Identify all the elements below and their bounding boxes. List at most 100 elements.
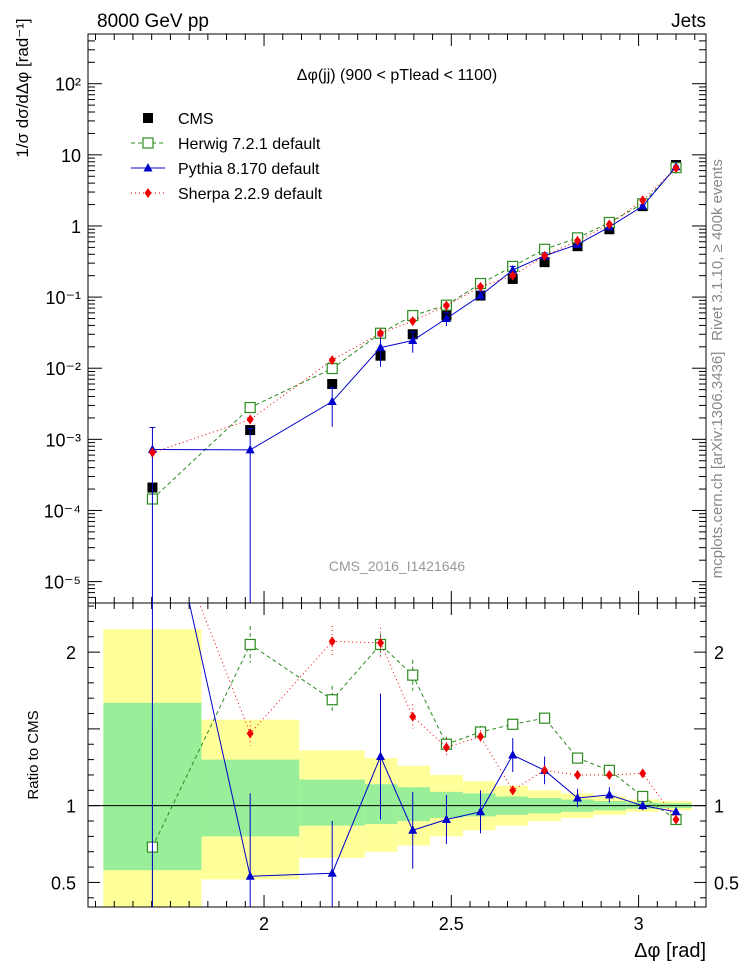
ratio-marker bbox=[477, 731, 485, 742]
y-tick-label: 10⁻⁵ bbox=[44, 573, 81, 593]
data-point bbox=[509, 270, 517, 281]
ratio-marker bbox=[245, 871, 255, 880]
ratio-band-green bbox=[397, 787, 430, 822]
data-point bbox=[574, 235, 582, 246]
series-sherpa-2-2-9-default bbox=[148, 163, 680, 825]
ratio-tick-label-right: 0.5 bbox=[714, 873, 739, 893]
ratio-marker bbox=[672, 814, 680, 825]
series-line-main bbox=[152, 166, 677, 451]
ratio-tick-label-right: 2 bbox=[714, 643, 724, 663]
ratio-marker bbox=[409, 711, 417, 722]
data-point bbox=[477, 281, 485, 292]
ratio-marker bbox=[408, 825, 418, 834]
ratio-marker bbox=[328, 636, 336, 647]
data-series bbox=[146, 159, 682, 907]
ratio-marker bbox=[376, 751, 386, 761]
data-point bbox=[605, 219, 613, 230]
ratio-marker bbox=[604, 789, 614, 799]
chart-title: Δφ(jj) (900 < pTlead < 1100) bbox=[297, 67, 497, 84]
data-point bbox=[327, 378, 338, 389]
ratio-y-axis-label: Ratio to CMS bbox=[25, 710, 42, 799]
legend-entry: Sherpa 2.2.9 default bbox=[131, 186, 323, 203]
axis-ticks: 2 2.5 3 10⁻⁵ 10⁻⁴ 10⁻³ 10⁻² 10⁻¹ 1 10 10² 0.5 0.5 1 1 2… bbox=[44, 33, 739, 934]
ratio-tick-label-left: 2 bbox=[66, 643, 76, 663]
x-tick-label: 2 bbox=[259, 914, 269, 934]
ratio-marker bbox=[638, 800, 648, 810]
ratio-marker bbox=[507, 718, 519, 730]
data-point bbox=[639, 195, 647, 206]
data-point bbox=[327, 396, 337, 406]
legend-label: Sherpa 2.2.9 default bbox=[178, 186, 323, 203]
ratio-marker bbox=[244, 638, 256, 651]
analysis-watermark: CMS_2016_I1421646 bbox=[329, 558, 465, 574]
y-tick-label: 10² bbox=[55, 75, 81, 95]
x-axis-label: Δφ [rad] bbox=[634, 940, 706, 962]
x-tick-label: 2.5 bbox=[439, 914, 464, 934]
ratio-marker bbox=[671, 806, 681, 816]
data-point bbox=[541, 250, 549, 261]
legend-label: Herwig 7.2.1 default bbox=[178, 136, 321, 153]
data-point bbox=[148, 447, 156, 458]
ratio-tick-label-left: 1 bbox=[66, 797, 76, 817]
legend-marker bbox=[143, 113, 153, 123]
ratio-marker bbox=[637, 790, 649, 803]
data-point bbox=[246, 414, 254, 425]
ratio-marker bbox=[509, 785, 517, 796]
ratio-band-green bbox=[299, 779, 365, 826]
data-point bbox=[245, 444, 255, 454]
ratio-marker bbox=[407, 669, 419, 681]
ratio-marker bbox=[574, 769, 582, 780]
legend-entry: Herwig 7.2.1 default bbox=[131, 136, 321, 153]
ratio-marker bbox=[246, 728, 254, 739]
main-y-axis-label: 1/σ dσ/dΔφ [rad⁻¹] bbox=[13, 18, 32, 157]
data-point bbox=[539, 257, 550, 268]
y-tick-label: 10⁻⁴ bbox=[44, 501, 81, 521]
ratio-marker bbox=[605, 769, 613, 780]
x-tick-label: 3 bbox=[634, 914, 644, 934]
ratio-marker bbox=[326, 694, 338, 706]
ratio-plot-frame bbox=[87, 602, 707, 908]
ratio-marker bbox=[327, 868, 337, 877]
data-point bbox=[638, 201, 648, 210]
legend-marker bbox=[142, 137, 154, 149]
legend-marker bbox=[144, 188, 152, 198]
ratio-marker bbox=[538, 712, 551, 724]
ratio-band-green bbox=[364, 784, 398, 825]
ratio-marker bbox=[508, 750, 518, 759]
data-point bbox=[376, 342, 386, 352]
y-tick-label: 10 bbox=[61, 146, 81, 166]
header-right-label: Jets bbox=[671, 11, 706, 32]
y-tick-label: 1 bbox=[71, 217, 81, 237]
data-point bbox=[409, 316, 417, 327]
data-point bbox=[442, 300, 450, 311]
header-left-label: 8000 GeV pp bbox=[97, 11, 209, 32]
legend-label: CMS bbox=[178, 111, 214, 128]
ratio-marker bbox=[441, 814, 451, 823]
y-tick-label: 10⁻³ bbox=[45, 430, 81, 450]
ratio-marker bbox=[541, 765, 549, 776]
legend-label: Pythia 8.170 default bbox=[178, 161, 320, 178]
ratio-tick-label-left: 0.5 bbox=[51, 873, 76, 893]
ratio-marker bbox=[377, 637, 385, 648]
ratio-marker bbox=[639, 768, 647, 779]
legend-marker bbox=[143, 163, 153, 172]
legend-entry: Pythia 8.170 default bbox=[131, 161, 320, 178]
data-point bbox=[328, 355, 336, 366]
data-point bbox=[377, 328, 385, 339]
legend: CMS Herwig 7.2.1 default Pythia 8.170 defa… bbox=[131, 111, 323, 203]
mcplots-side-label: mcplots.cern.ch [arXiv:1306.3436] bbox=[709, 352, 726, 579]
data-point bbox=[408, 335, 418, 345]
ratio-marker bbox=[573, 792, 583, 802]
y-tick-label: 10⁻² bbox=[45, 359, 81, 379]
data-point bbox=[476, 290, 486, 300]
ratio-marker bbox=[571, 752, 584, 764]
ratio-marker bbox=[442, 742, 450, 753]
rivet-side-label: Rivet 3.1.10, ≥ 400k events bbox=[709, 159, 726, 341]
ratio-marker bbox=[476, 806, 486, 816]
series-cms bbox=[147, 159, 682, 493]
data-point bbox=[508, 265, 518, 274]
legend-entry: CMS bbox=[143, 111, 214, 128]
y-tick-label: 10⁻¹ bbox=[45, 288, 81, 308]
